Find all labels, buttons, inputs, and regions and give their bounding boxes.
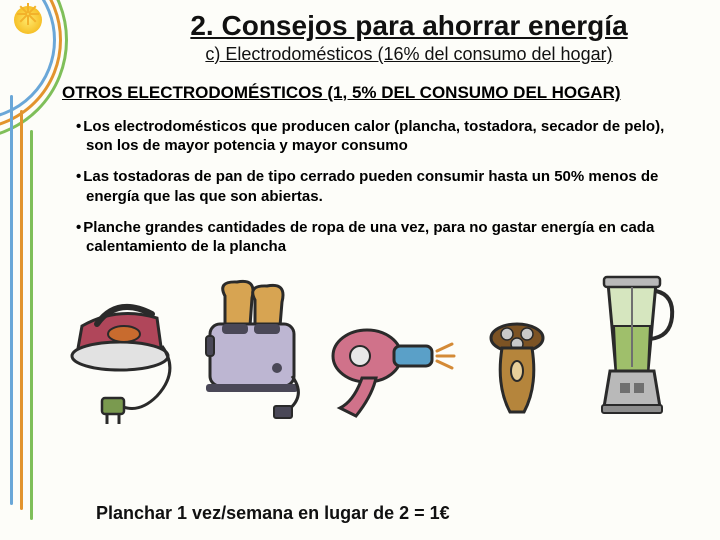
hair-dryer-icon — [312, 316, 472, 426]
bullet-list: Los electrodomésticos que producen calor… — [76, 117, 684, 256]
iron-icon — [62, 276, 192, 426]
logo-strip — [0, 0, 44, 540]
electric-razor-icon — [472, 316, 562, 426]
bullet-item: Los electrodomésticos que producen calor… — [76, 117, 684, 155]
slide-subtitle: c) Electrodomésticos (16% del consumo de… — [148, 44, 670, 65]
bullet-item: Planche grandes cantidades de ropa de un… — [76, 218, 684, 256]
toaster-icon — [192, 276, 312, 426]
appliance-images — [58, 268, 690, 426]
blender-icon — [582, 271, 682, 426]
slide-content: 2. Consejos para ahorrar energía c) Elec… — [48, 0, 708, 540]
slide-title: 2. Consejos para ahorrar energía — [148, 10, 670, 42]
section-heading: OTROS ELECTRODOMÉSTICOS (1, 5% DEL CONSU… — [62, 83, 690, 103]
footer-tip: Planchar 1 vez/semana en lugar de 2 = 1€ — [96, 503, 450, 524]
bullet-item: Las tostadoras de pan de tipo cerrado pu… — [76, 167, 684, 205]
